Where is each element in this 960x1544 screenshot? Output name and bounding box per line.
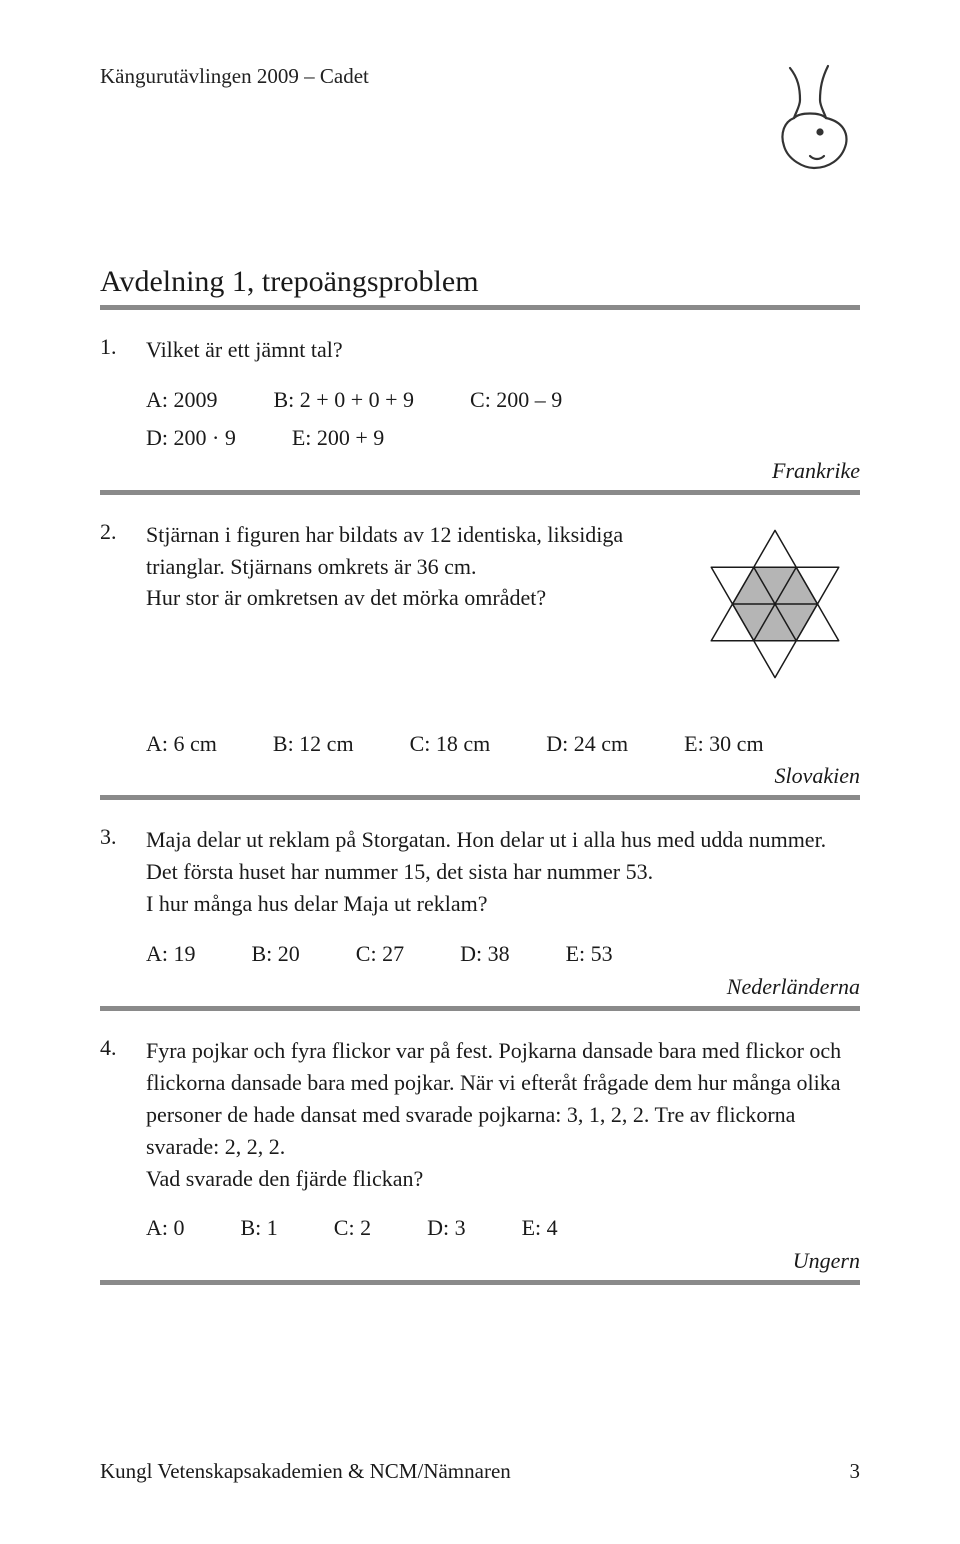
- q3-answer-c: C: 27: [356, 938, 404, 970]
- q3-body: Maja delar ut reklam på Storgatan. Hon d…: [146, 824, 860, 970]
- q4-answer-e: E: 4: [522, 1212, 558, 1244]
- q3-answer-a: A: 19: [146, 938, 196, 970]
- q2-body: Stjärnan i figuren har bildats av 12 ide…: [146, 519, 860, 760]
- q1-answers: A: 2009 B: 2 + 0 + 0 + 9 C: 200 – 9 D: 2…: [146, 384, 860, 454]
- q3-answers: A: 19 B: 20 C: 27 D: 38 E: 53: [146, 938, 860, 970]
- question-3: 3. Maja delar ut reklam på Storgatan. Ho…: [100, 824, 860, 1011]
- q2-answer-c: C: 18 cm: [410, 728, 491, 760]
- question-2: 2. Stjärnan i figuren har bildats av 12 …: [100, 519, 860, 801]
- question-1: 1. Vilket är ett jämnt tal? A: 2009 B: 2…: [100, 334, 860, 495]
- q4-answer-c: C: 2: [334, 1212, 371, 1244]
- section-title: Avdelning 1, trepoängsproblem: [100, 265, 860, 299]
- header-row: Kängurutävlingen 2009 – Cadet: [100, 60, 860, 175]
- page-number: 3: [850, 1459, 861, 1484]
- q3-rule: [100, 1006, 860, 1011]
- q2-answer-d: D: 24 cm: [546, 728, 628, 760]
- q4-rule: [100, 1280, 860, 1285]
- q2-answer-b: B: 12 cm: [273, 728, 354, 760]
- q1-text: Vilket är ett jämnt tal?: [146, 334, 860, 366]
- q1-answer-d: D: 200 · 9: [146, 422, 236, 454]
- question-4: 4. Fyra pojkar och fyra flickor var på f…: [100, 1035, 860, 1285]
- q1-origin: Frankrike: [100, 458, 860, 484]
- competition-title: Kängurutävlingen 2009 – Cadet: [100, 60, 369, 89]
- kangaroo-logo: [770, 60, 860, 175]
- footer: Kungl Vetenskapsakademien & NCM/Nämnaren…: [100, 1459, 860, 1484]
- q4-origin: Ungern: [100, 1248, 860, 1274]
- footer-left: Kungl Vetenskapsakademien & NCM/Nämnaren: [100, 1459, 511, 1484]
- q2-answers: A: 6 cm B: 12 cm C: 18 cm D: 24 cm E: 30…: [146, 728, 860, 760]
- section-rule: [100, 305, 860, 310]
- star-figure: [690, 519, 860, 698]
- q4-answer-a: A: 0: [146, 1212, 185, 1244]
- q1-answer-e: E: 200 + 9: [292, 422, 384, 454]
- page: Kängurutävlingen 2009 – Cadet Avdelning …: [0, 0, 960, 1544]
- q2-text: Stjärnan i figuren har bildats av 12 ide…: [146, 519, 660, 615]
- q4-text: Fyra pojkar och fyra flickor var på fest…: [146, 1035, 860, 1194]
- q2-rule: [100, 795, 860, 800]
- q4-number: 4.: [100, 1035, 146, 1244]
- q1-answer-c: C: 200 – 9: [470, 384, 562, 416]
- q3-number: 3.: [100, 824, 146, 970]
- q3-origin: Nederländerna: [100, 974, 860, 1000]
- q2-number: 2.: [100, 519, 146, 760]
- q1-answer-a: A: 2009: [146, 384, 218, 416]
- q3-text: Maja delar ut reklam på Storgatan. Hon d…: [146, 824, 860, 920]
- q4-answers: A: 0 B: 1 C: 2 D: 3 E: 4: [146, 1212, 860, 1244]
- q3-answer-b: B: 20: [252, 938, 300, 970]
- q2-answer-a: A: 6 cm: [146, 728, 217, 760]
- q3-answer-d: D: 38: [460, 938, 510, 970]
- q2-answer-e: E: 30 cm: [684, 728, 763, 760]
- q1-rule: [100, 490, 860, 495]
- q1-answer-b: B: 2 + 0 + 0 + 9: [274, 384, 415, 416]
- q4-answer-b: B: 1: [241, 1212, 278, 1244]
- q4-body: Fyra pojkar och fyra flickor var på fest…: [146, 1035, 860, 1244]
- q1-body: Vilket är ett jämnt tal? A: 2009 B: 2 + …: [146, 334, 860, 454]
- q2-origin: Slovakien: [100, 763, 860, 789]
- q4-answer-d: D: 3: [427, 1212, 466, 1244]
- q3-answer-e: E: 53: [566, 938, 613, 970]
- q1-number: 1.: [100, 334, 146, 454]
